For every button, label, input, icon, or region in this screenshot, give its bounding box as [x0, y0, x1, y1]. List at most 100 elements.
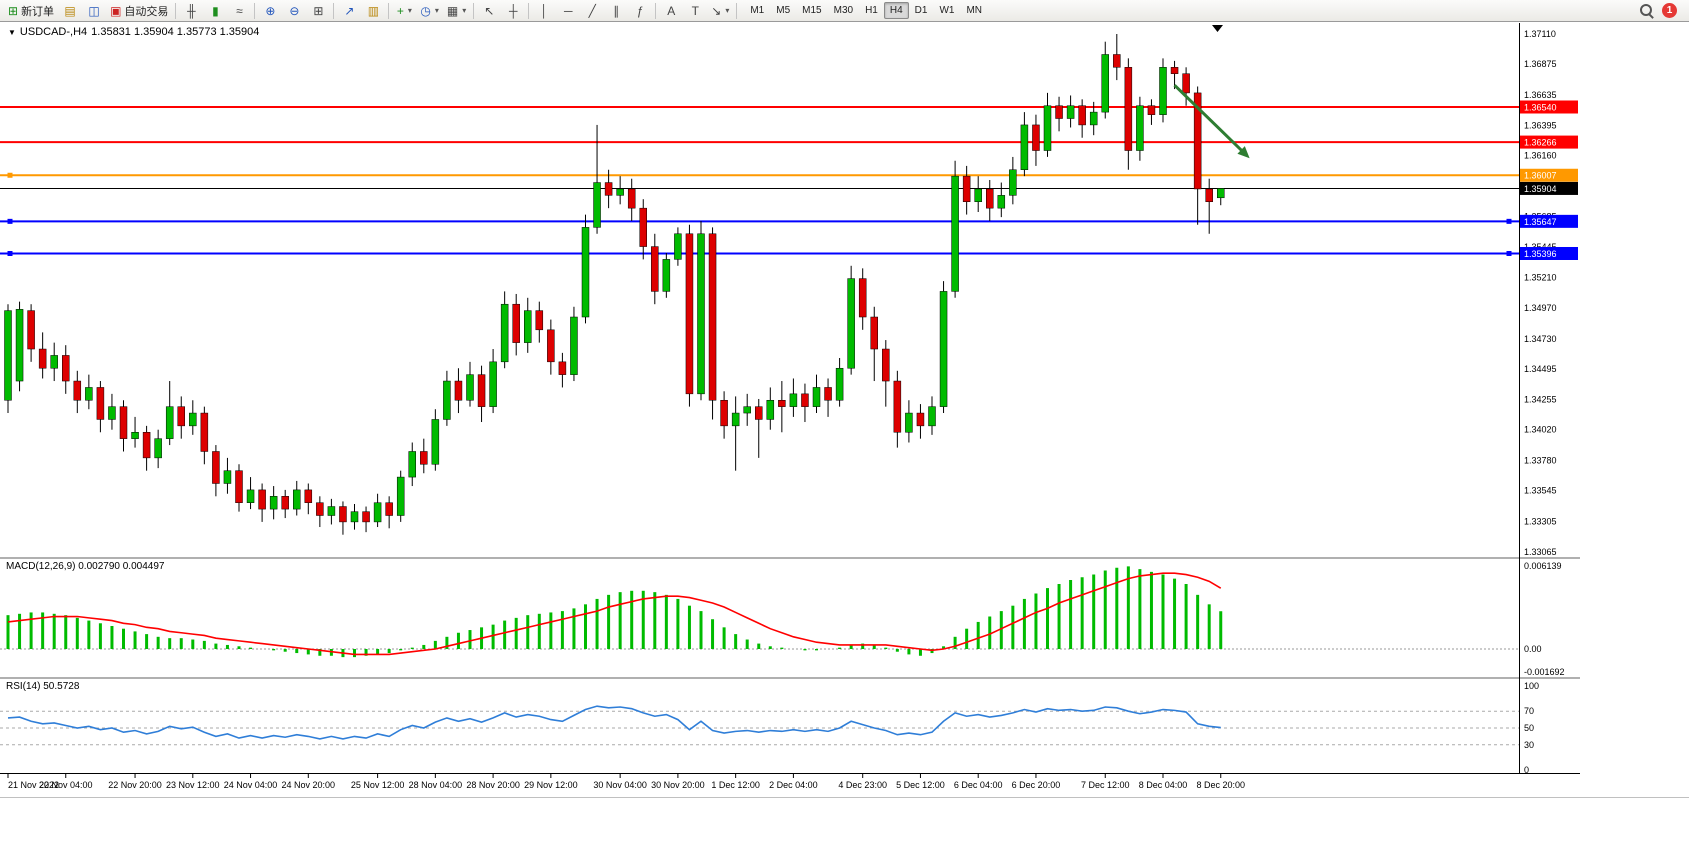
tf-m5-button[interactable]: M5: [776, 5, 791, 16]
price-badge-label: 1.35647: [1524, 217, 1557, 227]
zoom-in-button[interactable]: ⊕: [258, 1, 282, 21]
timeframe-group: M1 M5 M15 M30 H1 H4 D1 W1 MN: [744, 2, 988, 19]
price-badge: [1520, 168, 1578, 182]
macd-axis-label: -0.001692: [1524, 667, 1565, 677]
label-tool-button[interactable]: T: [683, 1, 707, 21]
toolbar-separator: [254, 2, 256, 19]
tile-windows-button[interactable]: ⊞: [306, 1, 330, 21]
text-tool-button[interactable]: A: [659, 1, 683, 21]
candles-layer[interactable]: [4, 34, 1225, 535]
profiles-button[interactable]: ◫: [82, 1, 106, 21]
tf-m1-button[interactable]: M1: [750, 5, 765, 16]
pane-separator[interactable]: [0, 677, 1580, 679]
zoom-out-icon: ⊖: [289, 3, 300, 18]
time-tick-label: 22 Nov 04:00: [39, 780, 93, 790]
new-order-button[interactable]: ⊞ 新订单: [4, 1, 58, 21]
line-handle[interactable]: [7, 250, 13, 256]
time-tick-label: 6 Dec 20:00: [1012, 780, 1061, 790]
trendline-tool-button[interactable]: ╱: [580, 1, 604, 21]
notification-badge[interactable]: 1: [1662, 3, 1677, 18]
tf-m15-button[interactable]: M15: [802, 5, 822, 16]
tf-h4-button[interactable]: H4: [883, 2, 909, 19]
chart-shift-marker[interactable]: [1212, 25, 1223, 32]
fibonacci-tool-button[interactable]: ƒ: [628, 1, 652, 21]
price-tick-label: 1.34020: [1524, 425, 1557, 435]
objects-list-icon: ▥: [367, 3, 380, 18]
toolbar-separator: [388, 2, 390, 19]
tf-m30-button[interactable]: M30: [833, 5, 854, 16]
time-tick-label: 22 Nov 20:00: [108, 780, 162, 790]
time-tick-label: 6 Dec 04:00: [954, 780, 1003, 790]
pane-separator[interactable]: [0, 557, 1580, 559]
arrows-tool-dropdown[interactable]: ↘ ▾: [707, 1, 733, 21]
rsi-axis-label: 100: [1524, 681, 1539, 691]
symbol-period-label: USDCAD-,H4: [19, 26, 88, 38]
line-chart-button[interactable]: ≈: [227, 1, 251, 21]
price-tick-label: 1.37110: [1524, 29, 1556, 39]
candlestick-chart-icon: ▮: [212, 3, 219, 18]
time-tick-label: 30 Nov 04:00: [593, 780, 647, 790]
price-badge: [1520, 100, 1578, 114]
line-chart-icon: ≈: [236, 3, 243, 18]
line-handle[interactable]: [7, 218, 13, 224]
candlestick-chart-button[interactable]: ▮: [203, 1, 227, 21]
time-tick-label: 1 Dec 12:00: [711, 780, 760, 790]
line-handle[interactable]: [7, 172, 13, 178]
tf-w1-button[interactable]: W1: [939, 5, 955, 16]
toolbar-separator: [528, 2, 530, 19]
templates-dropdown[interactable]: ▦ ▾: [443, 1, 470, 21]
add-indicator-dropdown[interactable]: + ▾: [392, 1, 416, 21]
chart-windows-icon: ▤: [64, 3, 76, 18]
price-badge-label: 1.36540: [1524, 102, 1557, 112]
time-tick-label: 8 Dec 20:00: [1196, 780, 1245, 790]
macd-axis-label: 0.006139: [1524, 561, 1562, 571]
channel-tool-button[interactable]: ∥: [604, 1, 628, 21]
symbol-menu-icon[interactable]: ▼: [8, 27, 16, 37]
toolbar: ⊞ 新订单 ▤ ◫ ▣ 自动交易 ╫ ▮ ≈ ⊕ ⊖ ⊞ ↗ ▥ + ▾ ◷ ▾ ▦…: [0, 0, 1689, 22]
price-badge-label: 1.35396: [1524, 249, 1557, 259]
price-tick-label: 1.34730: [1524, 334, 1557, 344]
toolbar-separator: [175, 2, 177, 19]
trend-arrow-head[interactable]: [1237, 146, 1250, 159]
zoom-out-button[interactable]: ⊖: [282, 1, 306, 21]
time-tick-label: 4 Dec 23:00: [838, 780, 887, 790]
autotrading-button[interactable]: ▣ 自动交易: [106, 1, 172, 21]
tf-h1-button[interactable]: H1: [865, 5, 878, 16]
price-badge: [1520, 181, 1578, 195]
crosshair-tool-button[interactable]: ┼: [501, 1, 525, 21]
clock-icon: ◷: [420, 3, 431, 18]
indicators-button[interactable]: ↗: [337, 1, 361, 21]
ohlc-values: 1.35831 1.35904 1.35773 1.35904: [91, 26, 260, 38]
chart-windows-button[interactable]: ▤: [58, 1, 82, 21]
search-icon[interactable]: [1640, 3, 1654, 19]
vertical-line-tool-button[interactable]: │: [532, 1, 556, 21]
toolbar-separator: [473, 2, 475, 19]
periods-dropdown[interactable]: ◷ ▾: [416, 1, 443, 21]
time-tick-label: 29 Nov 12:00: [524, 780, 578, 790]
bar-chart-button[interactable]: ╫: [179, 1, 203, 21]
toolbar-separator: [655, 2, 657, 19]
line-handle[interactable]: [1506, 218, 1512, 224]
rsi-indicator-label: RSI(14) 50.5728: [6, 681, 80, 692]
cursor-tool-button[interactable]: ↖: [477, 1, 501, 21]
price-tick-label: 1.34970: [1524, 303, 1557, 313]
macd-axis-label: 0.00: [1524, 644, 1542, 654]
bar-chart-icon: ╫: [187, 3, 196, 18]
price-badge-label: 1.35904: [1524, 184, 1557, 194]
macd-signal-line: [7, 572, 1222, 656]
channel-icon: ∥: [613, 3, 620, 18]
time-tick-label: 8 Dec 04:00: [1139, 780, 1188, 790]
trend-arrow-object[interactable]: [1173, 84, 1245, 154]
toolbar-separator: [333, 2, 335, 19]
line-handle[interactable]: [1506, 250, 1512, 256]
time-tick-label: 23 Nov 12:00: [166, 780, 220, 790]
crosshair-icon: ┼: [509, 3, 518, 18]
horizontal-line-tool-button[interactable]: ─: [556, 1, 580, 21]
rsi-axis-label: 50: [1524, 723, 1534, 733]
price-tick-label: 1.35210: [1524, 272, 1557, 282]
tf-mn-button[interactable]: MN: [966, 5, 983, 16]
objects-list-button[interactable]: ▥: [361, 1, 385, 21]
add-indicator-icon: +: [396, 3, 404, 18]
tf-d1-button[interactable]: D1: [914, 5, 928, 16]
